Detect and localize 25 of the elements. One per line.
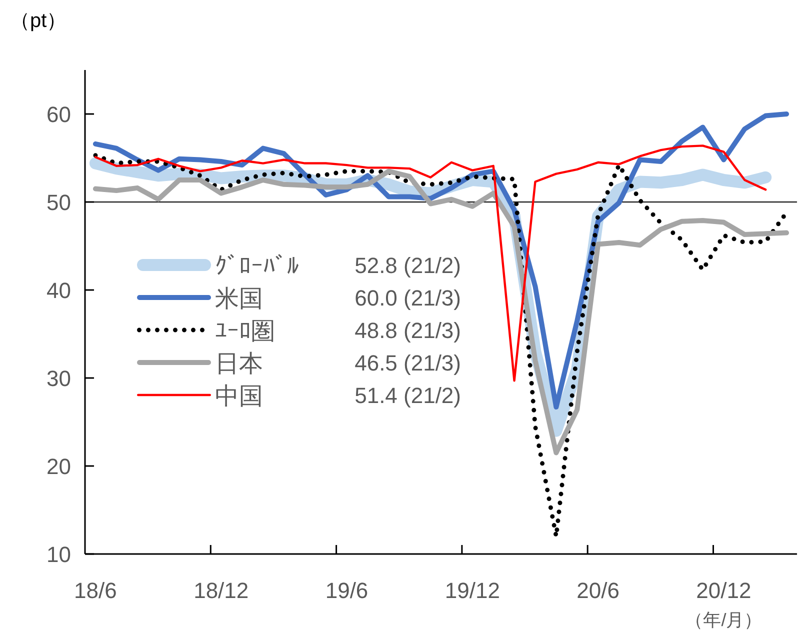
x-tick-label: 20/6 bbox=[576, 578, 620, 603]
x-tick-label: 20/12 bbox=[696, 578, 752, 603]
y-tick-label: 10 bbox=[46, 542, 71, 567]
legend-label: 日本 bbox=[215, 350, 263, 378]
y-axis-title: （pt） bbox=[10, 10, 67, 32]
legend-label: 米国 bbox=[215, 286, 263, 312]
legend-label: ﾕｰﾛ圏 bbox=[215, 318, 275, 345]
y-tick-label: 40 bbox=[46, 278, 71, 303]
annotation: 52.8 (21/2) bbox=[354, 253, 461, 278]
x-tick-label: 19/6 bbox=[325, 578, 368, 603]
x-axis-title: （年/月） bbox=[685, 610, 762, 630]
y-tick-label: 30 bbox=[46, 366, 71, 391]
legend-label: 中国 bbox=[215, 383, 263, 410]
y-tick-label: 60 bbox=[46, 102, 71, 127]
x-tick-label: 18/6 bbox=[74, 578, 117, 603]
annotation: 51.4 (21/2) bbox=[354, 383, 461, 408]
x-tick-label: 18/12 bbox=[194, 578, 249, 603]
y-tick-label: 50 bbox=[46, 190, 71, 215]
legend-label: ｸﾞﾛｰﾊﾞﾙ bbox=[215, 253, 299, 280]
annotation: 60.0 (21/3) bbox=[354, 286, 461, 310]
annotation: 48.8 (21/3) bbox=[354, 318, 461, 343]
x-tick-label: 19/12 bbox=[444, 578, 500, 603]
y-tick-label: 20 bbox=[46, 454, 71, 479]
line-series bbox=[94, 144, 767, 382]
annotation: 46.5 (21/3) bbox=[354, 350, 461, 376]
